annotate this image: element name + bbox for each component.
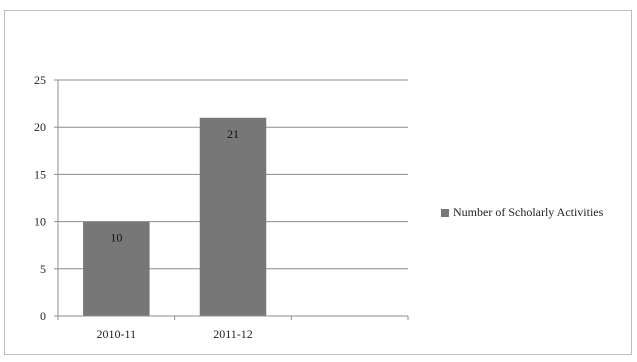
legend-label: Number of Scholarly Activities [453, 205, 604, 219]
bar-2010-11 [83, 221, 150, 316]
x-tick-label: 2010-11 [97, 327, 137, 341]
y-tick-label: 0 [40, 309, 46, 323]
bars [83, 117, 267, 316]
y-tick-label: 20 [34, 120, 46, 134]
data-label: 10 [110, 231, 122, 245]
x-axis-ticks: 2010-11 2011-12 [57, 316, 409, 341]
x-tick-label: 2011-12 [213, 327, 253, 341]
y-tick-label: 15 [34, 167, 46, 181]
y-tick-label: 10 [34, 215, 46, 229]
y-axis-ticks: 0 5 10 15 20 25 [34, 73, 58, 323]
data-labels: 10 21 [110, 127, 239, 245]
y-tick-label: 25 [34, 73, 46, 87]
legend: Number of Scholarly Activities [441, 205, 603, 220]
legend-swatch [441, 208, 449, 217]
bar-2011-12 [199, 117, 267, 316]
data-label: 21 [227, 127, 239, 141]
y-tick-label: 5 [40, 262, 46, 276]
